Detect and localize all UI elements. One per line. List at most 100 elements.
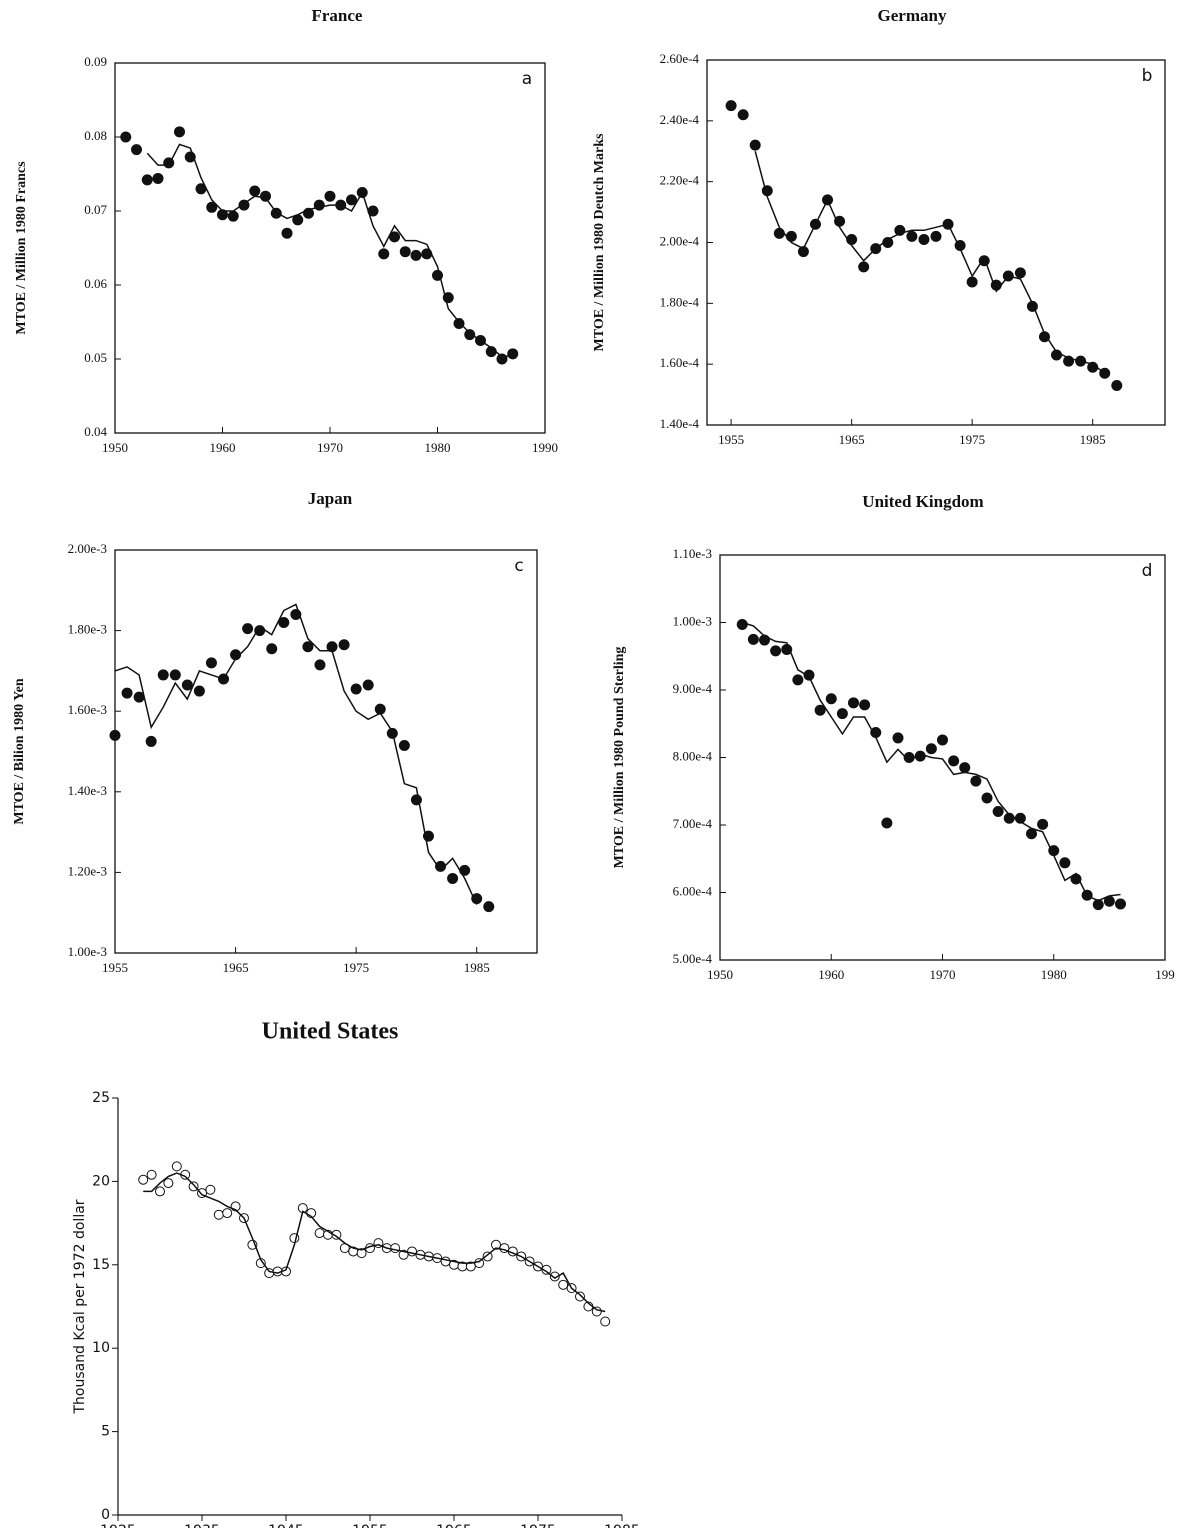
data-point [803, 669, 815, 681]
data-point [1092, 899, 1104, 911]
data-point [133, 691, 145, 703]
data-point [399, 246, 411, 258]
y-tick-label: 1.00e-3 [68, 944, 107, 959]
y-tick-label: 2.00e-3 [68, 541, 107, 556]
fit-line [742, 621, 1121, 902]
data-point [575, 1291, 585, 1302]
plot-frame [114, 549, 538, 954]
data-point [181, 679, 193, 691]
y-tick-label: 0.05 [84, 350, 107, 365]
x-tick-label: 1950 [707, 967, 733, 982]
fit-line [114, 603, 478, 905]
fit-line [143, 1172, 606, 1313]
data-point [892, 732, 904, 744]
data-point [155, 1186, 165, 1197]
data-point [407, 1246, 417, 1257]
data-point [507, 348, 519, 360]
x-tick-label: 1985 [1080, 432, 1106, 447]
y-tick-label: 8.00e-4 [673, 748, 713, 763]
y-tick-label: 0 [101, 1507, 110, 1523]
x-tick-label: 1960 [818, 967, 844, 982]
data-point [937, 734, 948, 746]
data-point [213, 1209, 224, 1220]
y-tick-label: 6.00e-4 [673, 883, 713, 898]
data-point [858, 261, 870, 273]
data-point [600, 1316, 611, 1327]
y-tick-label: 1.40e-3 [68, 783, 107, 798]
data-point [440, 1256, 451, 1267]
data-point [464, 329, 476, 341]
panel-label: d [1142, 561, 1153, 581]
data-point [859, 699, 871, 711]
y-tick-label: 1.10e-3 [673, 546, 712, 561]
y-tick-label: 5 [101, 1424, 110, 1440]
y-tick-label: 1.40e-4 [660, 416, 700, 431]
data-point [482, 1251, 493, 1262]
data-point [302, 641, 314, 653]
data-point [966, 276, 978, 288]
x-tick-label: 1960 [210, 440, 236, 455]
data-point [992, 806, 1004, 817]
data-point [737, 109, 749, 121]
y-tick-label: 1.80e-3 [68, 622, 107, 637]
data-point [925, 743, 937, 755]
data-point [314, 1228, 325, 1239]
data-point [152, 172, 164, 184]
data-point [1115, 898, 1126, 910]
data-point [138, 1174, 149, 1185]
data-point [146, 1169, 157, 1180]
y-axis-label: MTOE / Million 1980 Francs [14, 161, 29, 335]
y-tick-label: 2.40e-4 [660, 112, 700, 127]
y-tick-label: 15 [92, 1257, 110, 1273]
x-tick-label: 1975 [343, 960, 369, 975]
y-tick-label: 1.20e-3 [68, 863, 107, 878]
data-point [483, 901, 495, 913]
x-tick-label: 1955 [102, 960, 128, 975]
data-point [350, 683, 362, 695]
data-point [825, 693, 837, 705]
y-tick-label: 2.60e-4 [660, 51, 700, 66]
data-point [918, 233, 930, 245]
data-point [217, 209, 228, 221]
data-point [1059, 857, 1071, 869]
chart-title: Germany [878, 6, 947, 25]
data-point [260, 190, 271, 202]
x-tick-label: 1980 [1041, 967, 1067, 982]
data-point [222, 1208, 233, 1219]
data-point [959, 762, 971, 774]
data-point [491, 1239, 501, 1250]
y-axis-label: MTOE / Million 1980 Pound Sterling [612, 647, 627, 869]
y-tick-label: 0.04 [84, 424, 107, 439]
x-tick-label: 1945 [268, 1523, 304, 1528]
data-point [747, 633, 759, 645]
x-tick-label: 1925 [100, 1523, 136, 1528]
data-point [1026, 828, 1037, 840]
data-point [447, 872, 459, 884]
data-point [930, 230, 942, 242]
x-tick-label: 1955 [352, 1523, 388, 1528]
data-point [1037, 818, 1049, 830]
data-point [773, 227, 785, 239]
data-point [906, 230, 918, 242]
data-point [338, 639, 350, 651]
data-point [227, 210, 239, 222]
data-point [836, 708, 848, 720]
data-point [157, 669, 169, 681]
chart-title: Japan [308, 489, 353, 508]
x-tick-label: 199 [1155, 967, 1175, 982]
data-point [848, 697, 859, 709]
panel-label: b [1142, 66, 1153, 86]
y-tick-label: 25 [92, 1090, 110, 1106]
y-axis-label: MTOE / Million 1980 Deutch Marks [592, 133, 607, 351]
y-axis-label: Thousand Kcal per 1972 dollar [72, 1199, 88, 1414]
data-point [465, 1261, 476, 1272]
data-point [278, 617, 290, 629]
data-point [266, 643, 278, 655]
data-point [131, 144, 142, 156]
y-axis-label: MTOE / Bilion 1980 Yen [12, 678, 27, 824]
x-tick-label: 1985 [464, 960, 490, 975]
data-point [205, 1184, 216, 1195]
data-point [193, 685, 205, 697]
y-tick-label: 1.00e-3 [673, 613, 712, 628]
